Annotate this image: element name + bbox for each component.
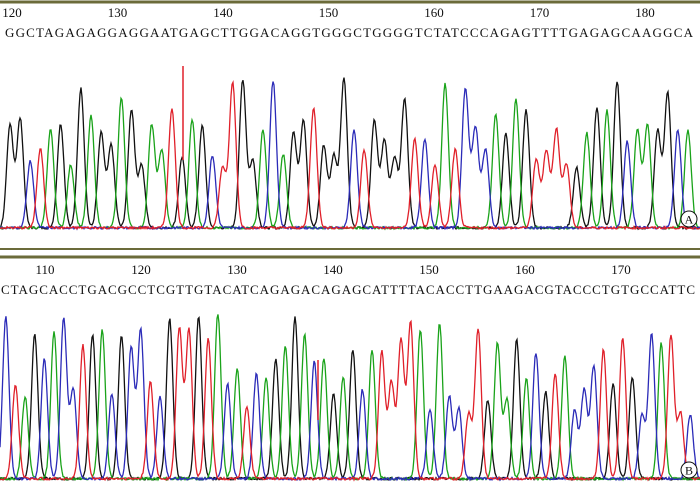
tick-label: 170 — [530, 5, 550, 20]
tick-label: 110 — [35, 262, 54, 277]
panel-b-ticks: 110 120 130 140 150 160 170 — [35, 262, 630, 277]
tick-label: 150 — [419, 262, 439, 277]
trace-T-panel-a — [0, 80, 700, 231]
tick-label: 160 — [424, 5, 444, 20]
tick-label: 130 — [108, 5, 128, 20]
panel-a: 120 130 140 150 160 170 180 GGCTAGAGAGGAGGAATG… — [0, 0, 700, 250]
trace-G-panel-b — [0, 316, 700, 482]
tick-label: 120 — [2, 5, 22, 20]
tick-label: 160 — [515, 262, 535, 277]
panel-a-label: A — [685, 213, 694, 227]
trace-C-panel-b — [0, 316, 700, 482]
tick-label: 140 — [213, 5, 233, 20]
panel-a-label-circle — [680, 210, 698, 228]
panel-b-sequence: CTAGCACCTGACGCCTCGTTGTACATCAGAGACAGAGCAT… — [1, 282, 695, 297]
trace-T-panel-b — [0, 319, 700, 482]
tick-label: 150 — [319, 5, 339, 20]
panel-a-traces — [0, 77, 700, 231]
panel-a-ticks: 120 130 140 150 160 170 180 — [2, 5, 655, 20]
trace-G-panel-a — [0, 77, 700, 231]
panel-b-label: B — [685, 464, 693, 478]
panel-a-sequence: GGCTAGAGAGGAGGAATGAGCTTGGACAGGTGGGCTGGGG… — [5, 25, 694, 40]
tick-label: 140 — [323, 262, 343, 277]
panel-b-traces — [0, 314, 700, 482]
tick-label: 170 — [611, 262, 631, 277]
panel-b-label-circle — [680, 461, 698, 479]
tick-label: 120 — [131, 262, 151, 277]
tick-label: 180 — [635, 5, 655, 20]
panel-b: 110 120 130 140 150 160 170 CTAGCACCTGACGCCTCG… — [0, 255, 700, 482]
tick-label: 130 — [227, 262, 247, 277]
